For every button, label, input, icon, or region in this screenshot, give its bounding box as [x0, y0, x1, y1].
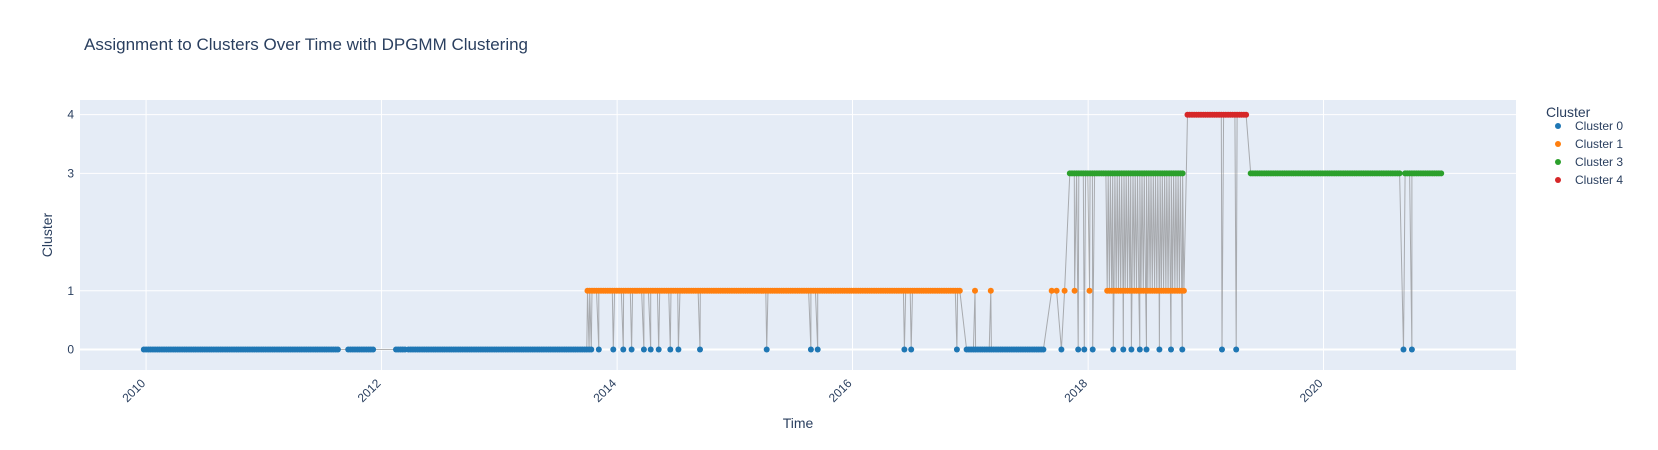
x-tick-label: 2012 — [355, 376, 384, 405]
legend-label: Cluster 3 — [1575, 155, 1623, 169]
x-tick-label: 2018 — [1062, 376, 1091, 405]
data-point — [675, 346, 682, 353]
data-point — [610, 346, 617, 353]
data-point — [1136, 346, 1143, 353]
legend-label: Cluster 0 — [1575, 119, 1623, 133]
y-tick-label: 1 — [67, 284, 74, 298]
data-point — [1168, 346, 1174, 353]
data-point — [595, 346, 602, 353]
data-point — [1058, 346, 1065, 353]
data-point — [814, 346, 821, 353]
data-point — [1243, 111, 1250, 118]
data-point — [667, 346, 674, 353]
data-point — [1089, 346, 1096, 353]
y-tick-label: 3 — [67, 166, 74, 180]
data-point — [956, 287, 963, 294]
data-point — [628, 346, 635, 353]
data-point — [807, 346, 814, 353]
data-point — [953, 346, 960, 353]
data-point — [1180, 287, 1187, 294]
y-tick-label: 0 — [67, 342, 74, 356]
data-point — [647, 346, 654, 353]
legend-title: Cluster — [1546, 104, 1591, 120]
data-point — [763, 346, 770, 353]
legend-marker — [1555, 177, 1561, 183]
data-point — [334, 346, 341, 353]
data-point — [370, 346, 377, 353]
data-point — [1048, 287, 1055, 294]
x-axis-ticks: 2010 2012 2014 2016 2018 2020 — [119, 376, 1325, 405]
data-point — [1061, 287, 1068, 294]
data-point — [640, 346, 647, 353]
y-axis-ticks: 0 1 3 4 — [67, 108, 74, 357]
data-point — [1086, 287, 1093, 294]
data-markers — [140, 111, 1445, 353]
x-tick-label: 2010 — [119, 376, 148, 405]
data-point — [901, 346, 908, 353]
data-point — [1438, 170, 1445, 177]
x-tick-label: 2020 — [1297, 376, 1326, 405]
data-point — [1128, 346, 1135, 353]
x-axis-title: Time — [783, 415, 814, 431]
legend-marker — [1555, 159, 1561, 165]
data-point — [588, 346, 595, 353]
data-point — [1396, 170, 1403, 177]
data-point — [1071, 287, 1078, 294]
data-point — [1179, 170, 1186, 177]
legend-marker — [1555, 123, 1561, 129]
y-tick-label: 4 — [67, 108, 74, 122]
data-point — [987, 287, 994, 294]
data-point — [1400, 346, 1407, 353]
data-point — [697, 346, 703, 353]
data-point — [1233, 346, 1240, 353]
data-point — [1143, 346, 1150, 353]
chart-title: Assignment to Clusters Over Time with DP… — [84, 35, 528, 54]
data-point — [908, 346, 915, 353]
legend-label: Cluster 4 — [1575, 173, 1623, 187]
legend-marker — [1555, 141, 1561, 147]
data-point — [1053, 287, 1060, 294]
legend[interactable]: Cluster Cluster 0 Cluster 1 Cluster 3 Clust… — [1546, 104, 1623, 187]
data-point — [1408, 346, 1415, 353]
data-point — [1156, 346, 1163, 353]
data-point — [1075, 346, 1082, 353]
data-point — [620, 346, 627, 353]
data-point — [972, 287, 978, 294]
data-point — [1120, 346, 1127, 353]
plot-area — [80, 100, 1516, 370]
data-point — [655, 346, 662, 353]
data-point — [1081, 346, 1088, 353]
data-point — [1179, 346, 1186, 353]
data-point — [1110, 346, 1117, 353]
y-axis-title: Cluster — [39, 212, 55, 257]
data-point — [1040, 346, 1047, 353]
x-tick-label: 2014 — [590, 376, 619, 405]
x-tick-label: 2016 — [826, 376, 855, 405]
data-point — [1219, 346, 1225, 353]
legend-label: Cluster 1 — [1575, 137, 1623, 151]
